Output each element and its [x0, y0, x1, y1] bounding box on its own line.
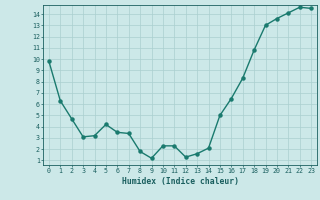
X-axis label: Humidex (Indice chaleur): Humidex (Indice chaleur): [122, 177, 238, 186]
